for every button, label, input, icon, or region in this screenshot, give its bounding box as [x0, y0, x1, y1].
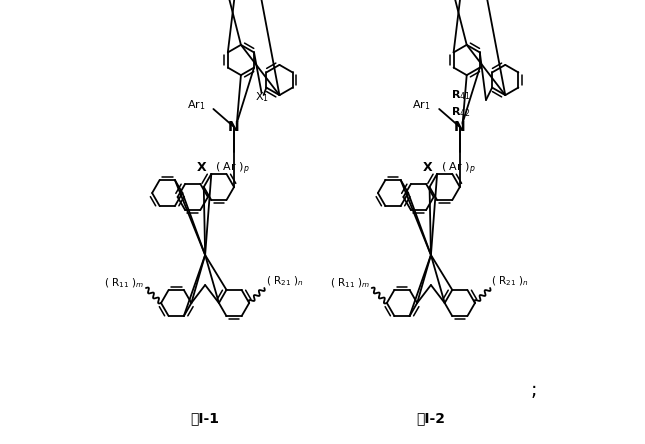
Text: ( Ar )$_p$: ( Ar )$_p$ [441, 161, 476, 177]
Text: N: N [454, 120, 466, 134]
Text: X: X [422, 160, 432, 174]
Text: ( R$_{11}$ )$_m$: ( R$_{11}$ )$_m$ [104, 276, 144, 290]
Text: ;: ; [531, 381, 537, 400]
Text: ( R$_{21}$ )$_n$: ( R$_{21}$ )$_n$ [266, 274, 303, 288]
Text: Ar$_1$: Ar$_1$ [412, 98, 431, 112]
Text: N: N [228, 120, 240, 134]
Text: ( R$_{21}$ )$_n$: ( R$_{21}$ )$_n$ [491, 274, 530, 288]
Text: Ar$_1$: Ar$_1$ [186, 98, 205, 112]
Text: 式I-1: 式I-1 [191, 411, 220, 425]
Text: R$_{41}$: R$_{41}$ [451, 88, 471, 102]
Text: ( Ar )$_p$: ( Ar )$_p$ [215, 161, 250, 177]
Text: ( R$_{11}$ )$_m$: ( R$_{11}$ )$_m$ [330, 276, 370, 290]
Text: X$_1$: X$_1$ [255, 90, 268, 104]
Text: X: X [197, 160, 206, 174]
Text: 式I-2: 式I-2 [417, 411, 446, 425]
Text: R$_{42}$: R$_{42}$ [451, 105, 471, 119]
